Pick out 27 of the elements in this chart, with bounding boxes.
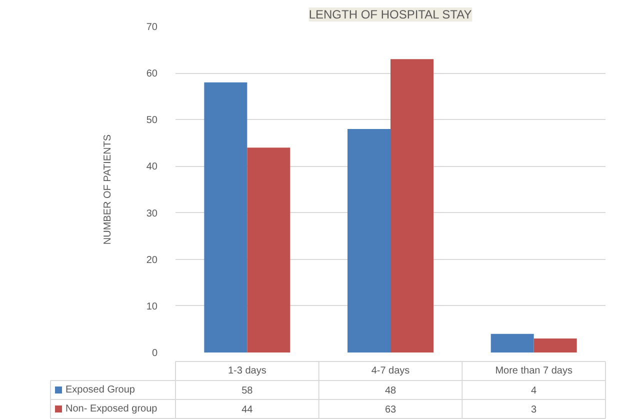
x-tick-label: 4-7 days bbox=[371, 366, 410, 376]
data-label: 48 bbox=[384, 386, 396, 396]
x-tick-label: More than 7 days bbox=[495, 366, 572, 376]
x-tick-label: 1-3 days bbox=[228, 366, 266, 376]
y-tick-label: 50 bbox=[146, 115, 158, 126]
data-label: 44 bbox=[242, 404, 254, 416]
bar bbox=[390, 59, 434, 352]
data-label: 4 bbox=[531, 386, 538, 396]
data-label: 58 bbox=[242, 386, 254, 396]
data-label: 63 bbox=[384, 404, 396, 416]
y-tick-label: 60 bbox=[146, 68, 158, 80]
bar bbox=[490, 334, 534, 352]
legend-label: Exposed Group bbox=[66, 384, 136, 396]
y-tick-label: 40 bbox=[146, 162, 158, 173]
bar bbox=[247, 148, 290, 352]
y-tick-label: 20 bbox=[146, 254, 158, 266]
bar bbox=[204, 82, 248, 352]
y-tick-label: 30 bbox=[146, 208, 158, 220]
bar bbox=[534, 338, 577, 352]
y-tick-label: 10 bbox=[146, 301, 158, 312]
data-label: 3 bbox=[531, 404, 538, 416]
y-tick-label: 70 bbox=[146, 22, 158, 33]
y-axis-title: NUMBER OF PATIENTS bbox=[102, 134, 114, 245]
chart-title: LENGTH OF HOSPITAL STAY bbox=[308, 8, 472, 22]
legend-label: Non- Exposed group bbox=[66, 404, 158, 414]
bar bbox=[348, 128, 390, 352]
y-tick-label: 0 bbox=[152, 348, 158, 359]
